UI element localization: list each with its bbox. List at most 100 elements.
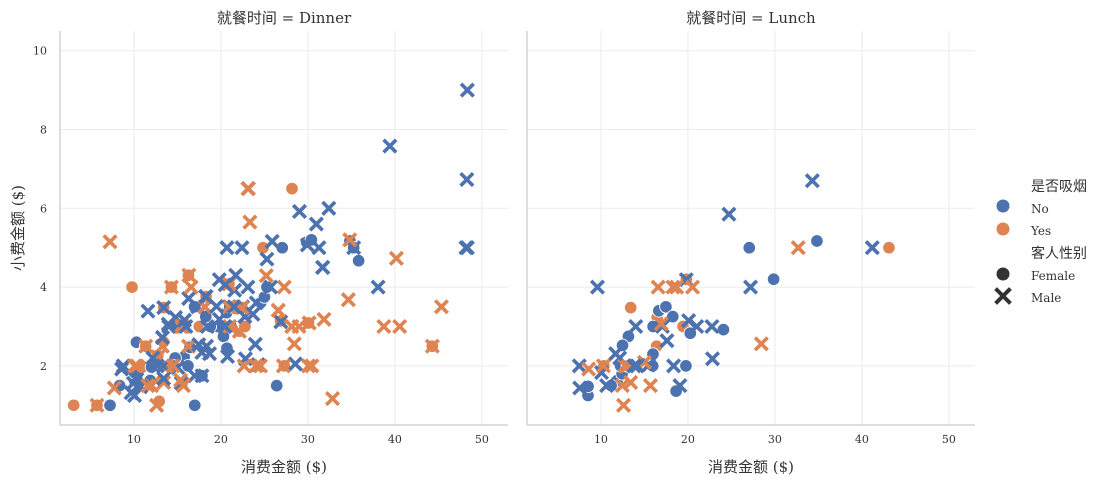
point-yes-male — [129, 358, 145, 374]
point-no-male — [689, 318, 705, 335]
point-yes-male — [165, 358, 181, 374]
point-yes-male — [181, 267, 197, 283]
point-yes-male — [252, 358, 269, 374]
point-yes-female — [882, 240, 896, 255]
point-no-male — [346, 240, 362, 256]
point-no-male — [572, 380, 588, 396]
point-no-male — [743, 279, 759, 295]
point-yes-male — [149, 397, 165, 413]
point-yes-male — [236, 358, 252, 374]
point-yes-female — [66, 398, 81, 413]
point-yes-male — [138, 338, 154, 354]
x-tick-label: 30 — [768, 433, 782, 446]
point-yes-male — [388, 250, 404, 266]
legend-hue-title: 是否吸烟 — [1031, 179, 1087, 195]
point-yes-male — [650, 279, 666, 295]
point-no-male — [259, 251, 275, 267]
point-no-male — [704, 351, 721, 367]
point-no-female — [269, 378, 284, 393]
point-no-male — [321, 200, 337, 216]
point-yes-male — [163, 279, 179, 295]
point-no-male — [127, 387, 143, 403]
legend-no-label: No — [1031, 202, 1049, 216]
point-no-male — [145, 350, 161, 366]
point-no-male — [114, 361, 130, 377]
point-yes-female — [125, 280, 139, 294]
point-no-female — [742, 240, 757, 255]
point-no-male — [248, 295, 264, 311]
panel-dinner: 10 20 30 40 50 2 4 6 8 10 就餐时间 = Dinner 消费金额 ($) — [33, 9, 508, 476]
panel-title-lunch: 就餐时间 = Lunch — [686, 9, 816, 27]
x-tick-label: 10 — [127, 433, 141, 446]
point-no-female — [187, 398, 202, 413]
axes-dinner — [59, 31, 508, 426]
legend-male-label: Male — [1031, 291, 1061, 305]
point-no-male — [208, 298, 225, 314]
point-no-female — [103, 398, 117, 413]
panel-lunch: 10 20 30 40 50 就餐时间 = Lunch 消费金额 ($) — [526, 9, 975, 476]
point-yes-male — [581, 361, 597, 377]
point-no-male — [308, 216, 324, 232]
point-yes-female — [285, 181, 299, 196]
point-no-male — [191, 337, 207, 353]
point-no-male — [672, 378, 688, 394]
point-yes-male — [642, 378, 658, 394]
point-no-female — [659, 300, 673, 314]
point-yes-male — [790, 240, 806, 256]
point-yes-male — [284, 318, 300, 335]
point-no-female — [810, 234, 824, 248]
point-no-male — [666, 358, 682, 374]
point-yes-male — [433, 299, 449, 315]
grid-lunch — [527, 31, 975, 425]
point-no-male — [201, 346, 218, 362]
y-tick-label: 6 — [40, 202, 47, 215]
point-no-female — [351, 253, 366, 268]
point-yes-male — [242, 214, 258, 230]
point-no-male — [314, 259, 331, 275]
point-no-male — [219, 348, 236, 364]
x-tick-label: 20 — [681, 433, 695, 446]
point-yes-male — [240, 181, 257, 197]
point-no-male — [370, 279, 386, 295]
point-yes-male — [669, 279, 685, 295]
points-dinner — [66, 82, 475, 413]
points-lunch — [571, 173, 896, 413]
point-no-male — [219, 240, 235, 256]
point-no-male — [149, 358, 165, 374]
point-no-male — [311, 240, 327, 256]
point-no-male — [263, 279, 279, 295]
point-yes-male — [286, 336, 302, 352]
point-yes-male — [175, 378, 191, 394]
legend-style-title: 客人性别 — [1031, 245, 1087, 262]
point-no-male — [154, 329, 171, 346]
point-no-male — [198, 289, 214, 305]
x-tick-label: 10 — [594, 433, 608, 446]
point-no-male — [199, 318, 215, 335]
point-yes-male — [258, 268, 274, 284]
point-yes-male — [231, 323, 247, 339]
point-no-male — [217, 318, 233, 335]
legend-no-marker — [996, 199, 1010, 213]
y-tick-label: 2 — [40, 360, 47, 373]
point-yes-male — [300, 358, 316, 374]
point-no-male — [156, 370, 172, 387]
x-tick-label: 50 — [475, 433, 489, 446]
point-no-male — [160, 316, 176, 332]
point-yes-male — [340, 292, 356, 308]
point-yes-male — [324, 391, 341, 407]
y-tick-label: 8 — [40, 124, 47, 137]
point-no-male — [140, 303, 156, 319]
point-no-male — [299, 237, 315, 253]
point-no-male — [599, 378, 615, 394]
point-no-male — [287, 356, 303, 372]
legend-male-marker — [994, 287, 1012, 305]
point-yes-male — [653, 316, 669, 332]
point-yes-male — [144, 378, 160, 394]
point-no-male — [864, 240, 880, 256]
point-no-male — [459, 240, 475, 256]
point-no-male — [459, 171, 475, 188]
point-yes-male — [636, 354, 653, 370]
point-no-male — [626, 358, 642, 374]
point-no-male — [176, 312, 193, 328]
